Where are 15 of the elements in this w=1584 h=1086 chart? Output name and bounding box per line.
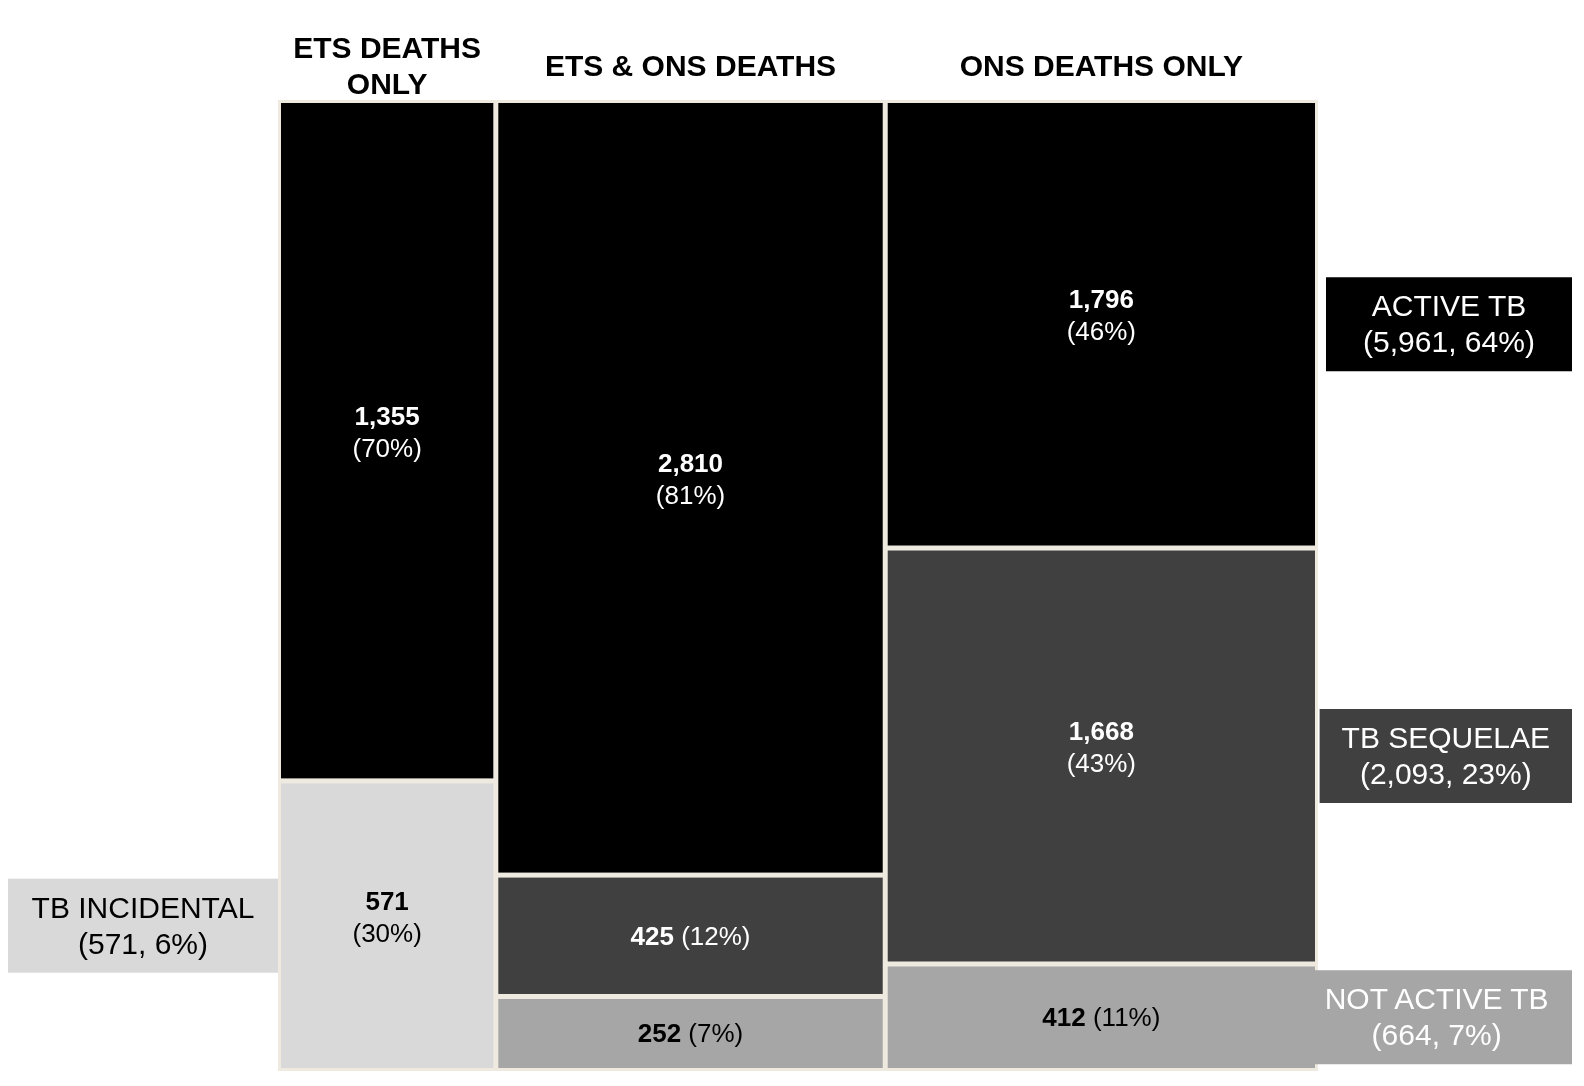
series-label: TB SEQUELAE (2,093, 23%) [1341,721,1550,790]
series-label: ACTIVE TB (5,961, 64%) [1363,289,1535,359]
data-label: 1,668 (43%) [1066,716,1137,778]
data-label: 412 (11%) [1042,1002,1161,1033]
category-label: ETS & ONS DEATHS [544,49,837,82]
data-label: 571 (30%) [352,885,422,948]
series-label: TB INCIDENTAL (571, 6%) [31,890,255,960]
data-label: 425 (12%) [630,920,751,951]
category-label: ONS DEATHS ONLY [959,49,1244,82]
data-label: 1,355 (70%) [352,400,422,463]
data-label: 252 (7%) [637,1018,744,1049]
data-label: 2,810 (81%) [655,447,726,510]
category-label: ETS DEATHS ONLY [293,31,482,100]
data-label: 1,796 (46%) [1066,284,1137,347]
series-label: NOT ACTIVE TB (664, 7%) [1324,982,1549,1052]
